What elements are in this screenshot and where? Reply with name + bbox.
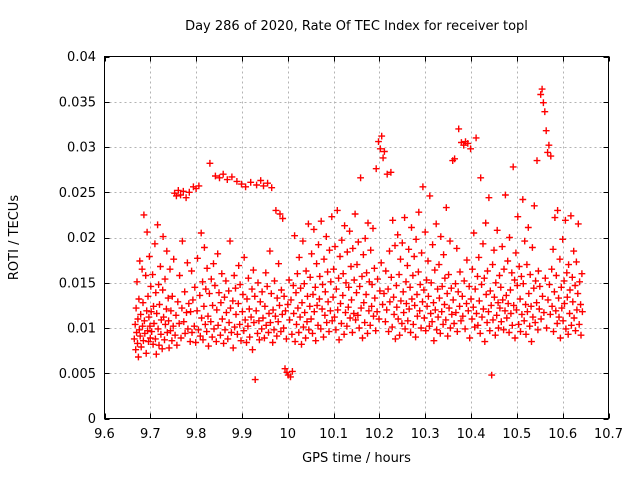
y-tick-labels: 0 0.005 0.01 0.015 0.02 0.025 0.03 0.035 0.04 — [59, 50, 96, 427]
gridlines — [104, 56, 609, 419]
x-tick-label: 9.8 — [186, 427, 207, 442]
y-axis-label: ROTI / TECUs — [7, 195, 22, 280]
x-tick-label: 9.9 — [232, 427, 253, 442]
x-tick-label: 10.2 — [365, 427, 394, 442]
y-tick-label: 0.025 — [59, 186, 96, 201]
tick-marks — [104, 56, 610, 420]
y-tick-label: 0.015 — [59, 276, 96, 291]
x-tick-label: 10 — [279, 427, 296, 442]
y-tick-label: 0.035 — [59, 95, 96, 110]
x-tick-labels: 9.6 9.7 9.8 9.9 10 10.1 10.2 10.3 10.4 10.5 10.6 10… — [94, 427, 623, 442]
plot-border — [104, 56, 609, 419]
x-tick-label: 10.7 — [594, 427, 623, 442]
x-tick-label: 10.6 — [548, 427, 577, 442]
x-tick-label: 9.6 — [94, 427, 115, 442]
x-tick-label: 10.4 — [457, 427, 486, 442]
y-tick-label: 0.005 — [59, 367, 96, 382]
x-tick-label: 10.3 — [411, 427, 440, 442]
x-tick-label: 10.1 — [319, 427, 348, 442]
y-tick-label: 0.02 — [67, 231, 96, 246]
x-axis-label: GPS time / hours — [302, 451, 411, 466]
x-tick-label: 9.7 — [140, 427, 161, 442]
y-tick-label: 0.04 — [67, 50, 96, 65]
y-tick-label: 0.01 — [67, 322, 96, 337]
chart-title: Day 286 of 2020, Rate Of TEC Index for r… — [185, 19, 528, 34]
data-points — [130, 85, 586, 383]
x-tick-label: 10.5 — [502, 427, 531, 442]
y-tick-label: 0 — [88, 412, 96, 427]
y-tick-label: 0.03 — [67, 141, 96, 156]
